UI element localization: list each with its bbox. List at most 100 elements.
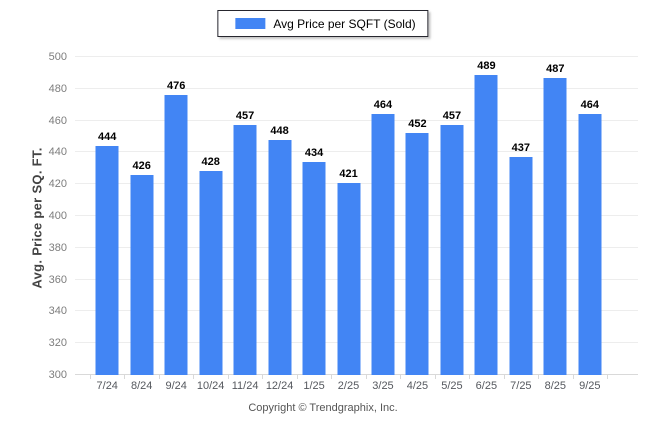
x-axis-labels: 7/24 8/24 9/24 10/24 11/24 12/24 1/25 2/25 3/25 4… bbox=[90, 375, 607, 392]
y-tick-label: 460 bbox=[48, 114, 67, 127]
bar bbox=[95, 146, 119, 375]
bar-slot: 452 bbox=[400, 57, 434, 375]
x-tick-label: 10/24 bbox=[196, 380, 225, 392]
y-tick-label: 500 bbox=[48, 51, 67, 63]
bar-value-label: 489 bbox=[477, 59, 496, 72]
x-axis-tick-mark bbox=[227, 375, 229, 379]
bar bbox=[543, 77, 567, 375]
x-tick-label: 7/24 bbox=[96, 380, 118, 392]
gridline bbox=[75, 119, 638, 121]
y-tick-label: 320 bbox=[48, 337, 67, 350]
x-tick-label: 9/24 bbox=[165, 380, 187, 392]
bar-value-label: 434 bbox=[304, 146, 324, 159]
x-axis-tick-mark bbox=[572, 375, 574, 379]
bar-value-label: 457 bbox=[442, 110, 462, 123]
bar-value-label: 426 bbox=[132, 159, 151, 172]
bar-value-label: 464 bbox=[373, 99, 393, 112]
gridline bbox=[75, 56, 638, 57]
bar-value-label: 464 bbox=[580, 99, 599, 112]
x-axis-tick-mark bbox=[193, 375, 195, 379]
bar-value-label: 428 bbox=[201, 156, 220, 169]
x-tick-label: 8/25 bbox=[544, 380, 567, 392]
bar bbox=[199, 171, 223, 375]
bar-slot: 426 bbox=[124, 57, 158, 375]
x-tick-label: 11/24 bbox=[231, 380, 259, 392]
gridline bbox=[75, 87, 638, 89]
x-tick-label: 12/24 bbox=[265, 380, 294, 392]
y-tick-label: 360 bbox=[48, 273, 67, 286]
x-axis-tick-mark bbox=[90, 375, 91, 379]
bar-value-label: 448 bbox=[270, 124, 289, 137]
y-axis-labels: 300 320 340 360 380 400 420 440 460 480 500 bbox=[27, 51, 67, 381]
bar-value-label: 444 bbox=[98, 131, 117, 144]
bar-slot: 464 bbox=[573, 57, 607, 375]
bar bbox=[509, 157, 533, 375]
legend-label: Avg Price per SQFT (Sold) bbox=[273, 16, 416, 31]
x-axis-tick-mark bbox=[331, 375, 333, 379]
bar-slot: 448 bbox=[262, 57, 296, 375]
bar bbox=[130, 174, 154, 375]
bar-value-label: 437 bbox=[511, 142, 531, 155]
x-axis-ticks bbox=[90, 375, 608, 379]
x-tick-label: 7/25 bbox=[510, 380, 532, 392]
legend-swatch bbox=[235, 18, 266, 29]
plot-area: 300 320 340 360 380 400 420 440 460 480 500 444 426… bbox=[49, 51, 638, 392]
bar-slot: 464 bbox=[366, 57, 400, 375]
y-tick-label: 440 bbox=[48, 146, 67, 159]
bar-slot: 476 bbox=[159, 57, 193, 375]
x-axis-tick-mark bbox=[124, 375, 126, 379]
bar bbox=[371, 114, 395, 375]
bar-value-label: 487 bbox=[546, 62, 565, 75]
bar-slot: 428 bbox=[193, 57, 227, 375]
copyright-text: Copyright © Trendgraphix, Inc. bbox=[248, 402, 398, 414]
bar bbox=[164, 95, 188, 375]
bar-slot: 421 bbox=[331, 57, 365, 375]
gridline bbox=[75, 151, 638, 153]
bar bbox=[578, 114, 602, 375]
y-tick-label: 400 bbox=[48, 210, 67, 222]
bar-slot: 434 bbox=[297, 57, 331, 375]
bar-slot: 457 bbox=[228, 57, 262, 375]
bar-value-label: 457 bbox=[235, 110, 255, 123]
x-axis-tick-mark bbox=[262, 375, 264, 379]
x-tick-label: 5/25 bbox=[441, 380, 463, 392]
bar bbox=[233, 125, 257, 375]
bar-slot: 437 bbox=[504, 57, 538, 375]
bar-slot: 489 bbox=[469, 57, 503, 375]
x-tick-label: 6/25 bbox=[475, 380, 498, 392]
legend: Avg Price per SQFT (Sold) bbox=[217, 10, 429, 37]
bar-value-label: 452 bbox=[408, 118, 427, 131]
y-tick-label: 340 bbox=[48, 305, 67, 318]
bar bbox=[268, 139, 292, 375]
bar bbox=[302, 161, 326, 375]
bar bbox=[405, 133, 429, 375]
bar-value-label: 476 bbox=[166, 80, 186, 93]
x-axis-tick-mark bbox=[503, 375, 505, 379]
x-tick-label: 1/25 bbox=[303, 380, 325, 392]
bar-value-label: 421 bbox=[339, 167, 358, 180]
x-tick-label: 8/24 bbox=[130, 380, 153, 392]
y-tick-label: 420 bbox=[48, 178, 67, 191]
x-axis-tick-mark bbox=[469, 375, 471, 379]
bars-row: 444 426 476 428 457 448 434 421 464 452 457 489 437 4… bbox=[90, 57, 607, 375]
y-tick-label: 380 bbox=[48, 241, 67, 254]
bar bbox=[337, 182, 361, 375]
bar bbox=[474, 74, 498, 375]
x-axis-tick-mark bbox=[296, 375, 298, 379]
x-axis-tick-mark bbox=[158, 375, 160, 379]
x-tick-label: 2/25 bbox=[337, 380, 360, 392]
x-axis-tick-mark bbox=[434, 375, 436, 379]
x-axis-tick-mark bbox=[538, 375, 540, 379]
x-tick-label: 3/25 bbox=[372, 380, 394, 392]
bar bbox=[440, 125, 464, 375]
bar-slot: 444 bbox=[90, 57, 124, 375]
y-tick-label: 300 bbox=[48, 369, 67, 381]
bar-slot: 487 bbox=[538, 57, 572, 375]
x-tick-label: 9/25 bbox=[579, 380, 601, 392]
bar-slot: 457 bbox=[435, 57, 469, 375]
x-axis-tick-mark bbox=[400, 375, 402, 379]
y-tick-label: 480 bbox=[48, 82, 67, 95]
x-axis-tick-mark bbox=[607, 375, 608, 379]
x-axis-tick-mark bbox=[365, 375, 367, 379]
